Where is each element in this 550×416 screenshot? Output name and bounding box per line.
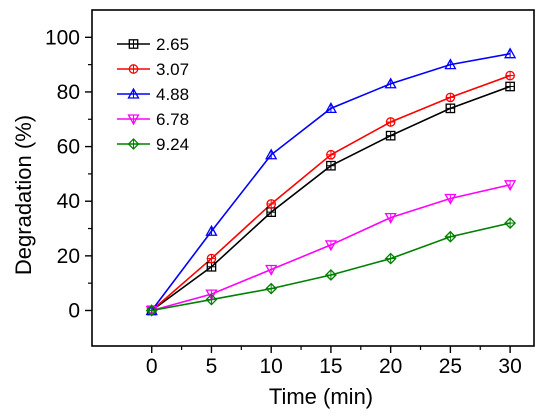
- data-point: [324, 240, 338, 252]
- data-point: [326, 149, 336, 160]
- data-point: [265, 148, 278, 160]
- y-tick-label: 80: [57, 81, 80, 104]
- data-point: [504, 217, 517, 229]
- legend-label: 4.88: [156, 85, 189, 104]
- legend-label: 9.24: [156, 135, 189, 154]
- data-point: [324, 102, 338, 113]
- legend-entry: 9.24: [117, 135, 189, 154]
- data-point: [205, 293, 218, 306]
- legend-marker: [128, 39, 139, 49]
- data-point: [205, 224, 218, 236]
- y-tick-label: 100: [45, 26, 80, 49]
- data-point: [384, 252, 397, 265]
- legend-entry: 3.07: [117, 60, 189, 79]
- legend-entry: 6.78: [117, 110, 189, 129]
- plot-frame: [91, 9, 535, 347]
- x-axis-label: Time (min): [269, 384, 373, 409]
- data-point: [265, 264, 278, 276]
- x-tick-label: 20: [379, 355, 402, 378]
- data-point: [324, 269, 337, 281]
- data-point: [445, 103, 456, 114]
- y-tick-label: 0: [68, 299, 80, 322]
- x-tick-label: 10: [260, 355, 283, 378]
- x-tick-label: 30: [498, 355, 521, 378]
- legend-entry: 4.88: [117, 85, 189, 104]
- y-tick-label: 20: [57, 245, 80, 268]
- legend-marker: [128, 64, 139, 74]
- data-point: [385, 130, 396, 141]
- data-point: [505, 70, 515, 81]
- legend-label: 6.78: [156, 110, 189, 129]
- data-point: [384, 77, 397, 89]
- data-point: [206, 253, 217, 264]
- data-point: [384, 212, 397, 224]
- legend-marker: [127, 114, 140, 126]
- data-point: [444, 58, 457, 70]
- legend-marker: [127, 138, 140, 150]
- x-tick-label: 5: [206, 355, 218, 378]
- y-tick-label: 60: [57, 136, 80, 159]
- data-point: [265, 282, 278, 295]
- data-point: [504, 47, 517, 59]
- legend-label: 2.65: [156, 35, 189, 54]
- x-tick-label: 15: [319, 355, 342, 378]
- data-point: [505, 81, 515, 92]
- x-tick-label: 0: [146, 355, 158, 378]
- legend-entry: 2.65: [117, 35, 189, 54]
- series-line-9.24: [151, 222, 511, 312]
- legend-marker: [127, 87, 140, 99]
- y-axis-label: Degradation (%): [11, 115, 36, 275]
- data-point: [444, 230, 457, 243]
- data-point: [444, 193, 457, 205]
- data-point: [385, 117, 396, 127]
- legend-label: 3.07: [156, 60, 189, 79]
- data-point: [145, 304, 158, 317]
- data-point: [326, 160, 336, 171]
- y-tick-label: 40: [57, 190, 80, 213]
- x-tick-label: 25: [439, 355, 462, 378]
- data-point: [504, 180, 517, 192]
- data-point: [266, 199, 277, 209]
- data-point: [445, 92, 456, 103]
